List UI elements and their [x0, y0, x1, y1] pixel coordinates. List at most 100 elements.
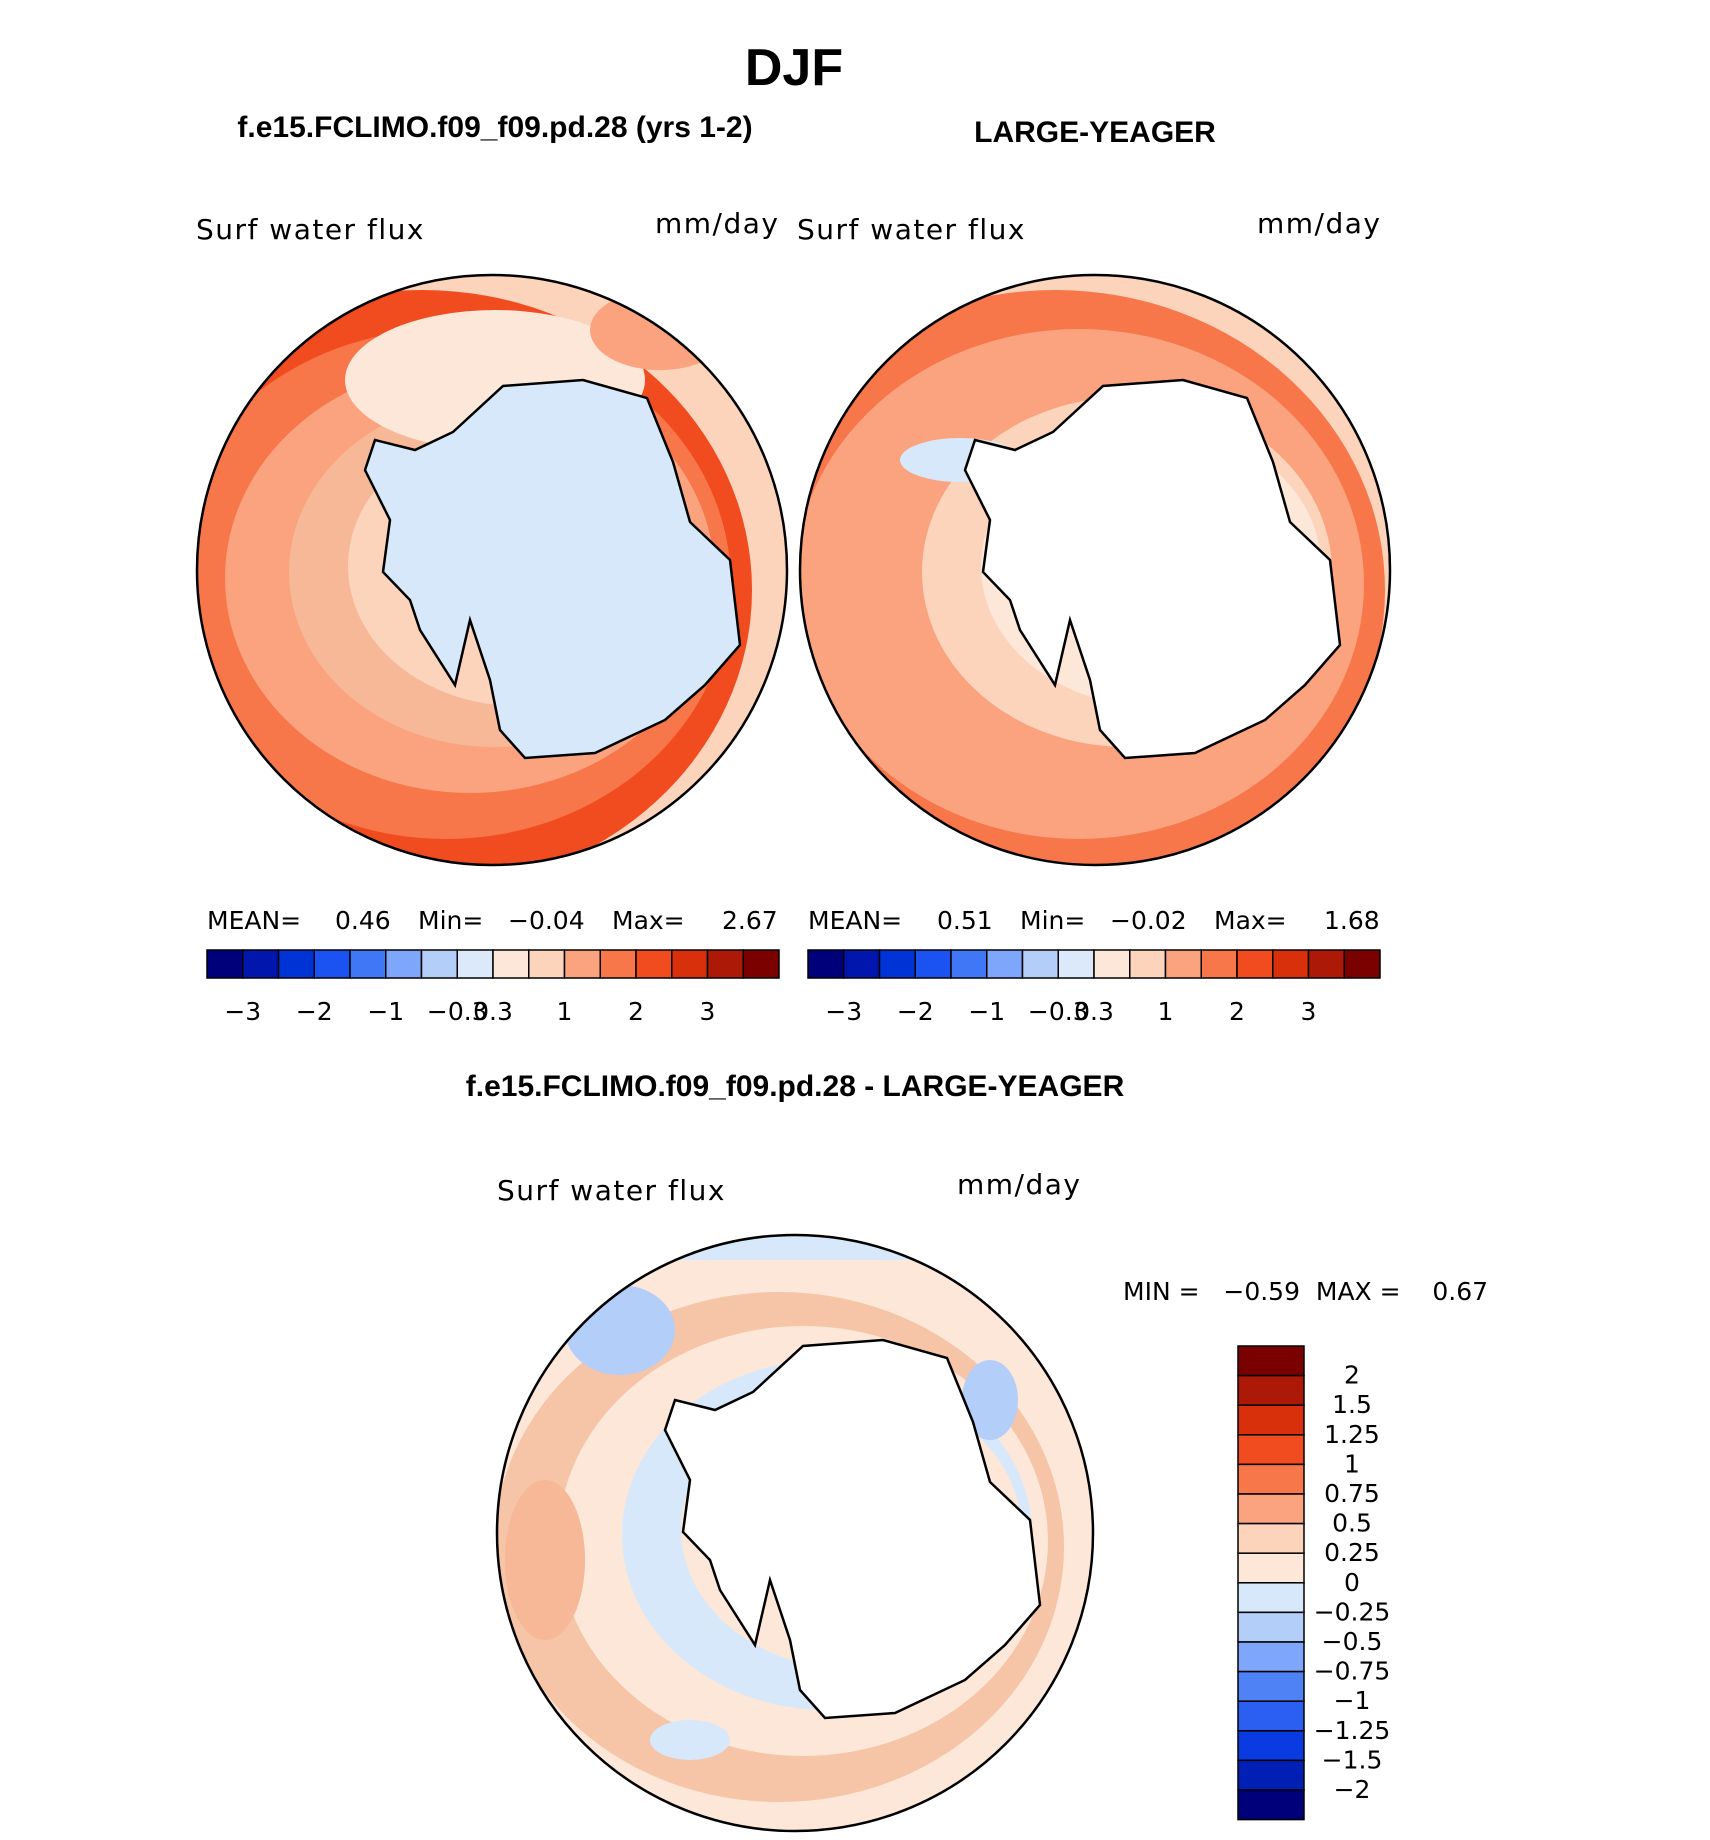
colorbar-tick-label: −0.75 — [1314, 1657, 1391, 1686]
panel2-max-label: Max= — [1214, 906, 1287, 935]
colorbar-swatch — [1093, 949, 1131, 979]
colorbar-tick-label: −0.25 — [1314, 1597, 1391, 1626]
panel3-map-border — [495, 1233, 1095, 1833]
panel1-max-label: Max= — [612, 906, 685, 935]
difference-colorbar: 21.51.2510.750.50.250−0.25−0.5−0.75−1−1.… — [1237, 1345, 1391, 1821]
colorbar-tick-label: −2 — [897, 997, 934, 1026]
colorbar-swatch — [1236, 949, 1274, 979]
panel1-variable-label: Surf water flux — [196, 213, 425, 246]
panel1-flux-patch — [590, 290, 730, 370]
colorbar-swatch — [1200, 949, 1238, 979]
panel2-map-border — [798, 273, 1392, 867]
colorbar-swatch — [1237, 1700, 1305, 1732]
colorbar-tick-label: 3 — [1301, 997, 1317, 1026]
colorbar-swatch — [420, 949, 458, 979]
colorbar-tick-label: −3 — [224, 997, 261, 1026]
panel1-mean-value: 0.46 — [335, 906, 391, 935]
panel2-colorbar: −3 −2 −1 −0.30.3 1 2 3 — [807, 949, 1381, 1026]
colorbar-tick-label: −2 — [296, 997, 333, 1026]
colorbar-swatch — [313, 949, 351, 979]
colorbar-swatch — [986, 949, 1024, 979]
colorbar-swatch — [1237, 1641, 1305, 1673]
colorbar-swatch — [1343, 949, 1381, 979]
colorbar-tick-label: 2 — [1344, 1361, 1360, 1390]
panel2-header: LARGE-YEAGER — [974, 116, 1216, 149]
panel1-units-label: mm/day — [655, 207, 780, 240]
colorbar-tick-label: 0 — [1344, 1568, 1360, 1597]
colorbar-tick-label: 0.3 — [1074, 997, 1114, 1026]
colorbar-swatch — [1237, 1463, 1305, 1495]
colorbar-tick-label: −1 — [1334, 1686, 1371, 1715]
panel2-mean-label: MEAN= — [808, 906, 902, 935]
colorbar-tick-label: 0.5 — [1332, 1509, 1372, 1538]
difference-header: f.e15.FCLIMO.f09_f09.pd.28 - LARGE-YEAGE… — [466, 1070, 1125, 1103]
panel2-antarctica — [963, 378, 1342, 760]
panel1-min-value: −0.04 — [508, 906, 585, 935]
colorbar-swatch — [206, 949, 244, 979]
panel2-max-value: 1.68 — [1324, 906, 1380, 935]
colorbar-swatch — [349, 949, 387, 979]
colorbar-swatch — [950, 949, 988, 979]
difference-units-label: mm/day — [957, 1168, 1082, 1201]
colorbar-swatch — [878, 949, 916, 979]
colorbar-tick-label: −2 — [1334, 1775, 1371, 1804]
colorbar-swatch — [1237, 1345, 1305, 1377]
main-title: DJF — [745, 39, 843, 97]
colorbar-swatch — [1057, 949, 1095, 979]
panel1-min-label: Min= — [418, 906, 483, 935]
colorbar-swatch — [277, 949, 315, 979]
panel3-positive-patch — [505, 1480, 585, 1640]
colorbar-swatch — [1237, 1522, 1305, 1554]
difference-variable-label: Surf water flux — [497, 1174, 726, 1207]
colorbar-tick-label: 1 — [1158, 997, 1174, 1026]
colorbar-swatch — [1021, 949, 1059, 979]
panel3-antarctica — [663, 1338, 1042, 1720]
colorbar-swatch — [492, 949, 530, 979]
colorbar-swatch — [1237, 1611, 1305, 1643]
colorbar-swatch — [1237, 1789, 1305, 1821]
colorbar-swatch — [563, 949, 601, 979]
colorbar-tick-label: 1 — [557, 997, 573, 1026]
colorbar-swatch — [706, 949, 744, 979]
colorbar-tick-label: 1 — [1344, 1449, 1360, 1478]
map-panel-obs — [798, 273, 1392, 867]
colorbar-swatch — [1164, 949, 1202, 979]
panel2-min-label: Min= — [1020, 906, 1085, 935]
colorbar-tick-label: −1 — [367, 997, 404, 1026]
colorbar-tick-label: −0.5 — [1322, 1627, 1383, 1656]
panel1-antarctica — [363, 378, 742, 760]
colorbar-tick-label: 2 — [1229, 997, 1245, 1026]
colorbar-swatch — [1272, 949, 1310, 979]
colorbar-swatch — [742, 949, 780, 979]
panel2-min-value: −0.02 — [1110, 906, 1187, 935]
colorbar-swatch — [385, 949, 423, 979]
panel1-header: f.e15.FCLIMO.f09_f09.pd.28 (yrs 1-2) — [237, 111, 752, 144]
colorbar-swatch — [456, 949, 494, 979]
colorbar-swatch — [242, 949, 280, 979]
colorbar-swatch — [1237, 1493, 1305, 1525]
panel2-mean-value: 0.51 — [937, 906, 993, 935]
panel1-mean-label: MEAN= — [207, 906, 301, 935]
colorbar-swatch — [1129, 949, 1167, 979]
panel3-negative-patch — [565, 1285, 675, 1375]
colorbar-swatch — [1237, 1374, 1305, 1406]
panel2-variable-label: Surf water flux — [797, 213, 1026, 246]
colorbar-swatch — [1237, 1552, 1305, 1584]
panel1-max-value: 2.67 — [722, 906, 778, 935]
colorbar-swatch — [1237, 1404, 1305, 1436]
colorbar-swatch — [807, 949, 845, 979]
colorbar-swatch — [671, 949, 709, 979]
colorbar-swatch — [1237, 1434, 1305, 1466]
colorbar-swatch — [1237, 1730, 1305, 1762]
colorbar-tick-label: 0.3 — [473, 997, 513, 1026]
map-panel-model — [195, 273, 789, 867]
panel3-negative-patch-east — [962, 1360, 1018, 1440]
colorbar-tick-label: 2 — [628, 997, 644, 1026]
colorbar-swatch — [1237, 1582, 1305, 1614]
colorbar-swatch — [1237, 1670, 1305, 1702]
colorbar-swatch — [1237, 1759, 1305, 1791]
colorbar-swatch — [843, 949, 881, 979]
panel2-units-label: mm/day — [1257, 207, 1382, 240]
panel1-map-border — [195, 273, 789, 867]
